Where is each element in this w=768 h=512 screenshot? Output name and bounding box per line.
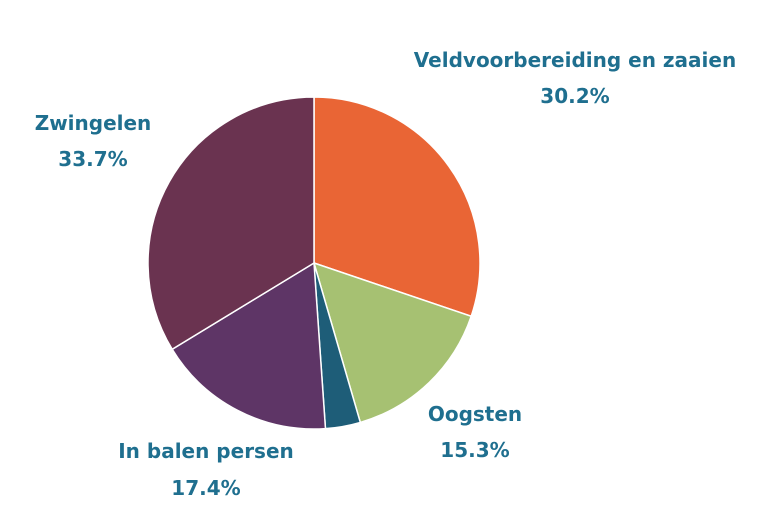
slice-label-oogsten: Oogsten bbox=[428, 402, 522, 426]
label-oogsten: Oogsten 15.3% bbox=[428, 402, 522, 462]
slice-percent-veldvoorbereiding: 30.2% bbox=[540, 84, 609, 108]
label-in-balen-persen: In balen persen 17.4% bbox=[118, 439, 294, 500]
pie-slice-veldvoorbereiding bbox=[313, 96, 481, 318]
slice-label-zwingelen: Zwingelen bbox=[35, 111, 152, 135]
pie-slice-in-balen-persen bbox=[171, 261, 327, 430]
label-zwingelen: Zwingelen 33.7% bbox=[35, 111, 152, 171]
slice-percent-in-balen-persen: 17.4% bbox=[171, 476, 240, 500]
slice-label-in-balen-persen: In balen persen bbox=[118, 439, 294, 463]
slice-percent-zwingelen: 33.7% bbox=[58, 147, 127, 171]
pie-slice-oogsten bbox=[312, 261, 473, 424]
pie-slice-zwingelen bbox=[147, 96, 315, 351]
slice-label-veldvoorbereiding: Veldvoorbereiding en zaaien bbox=[414, 48, 736, 72]
pie-slices bbox=[147, 96, 481, 430]
slice-percent-oogsten: 15.3% bbox=[440, 438, 509, 462]
label-veldvoorbereiding: Veldvoorbereiding en zaaien 30.2% bbox=[414, 48, 736, 108]
